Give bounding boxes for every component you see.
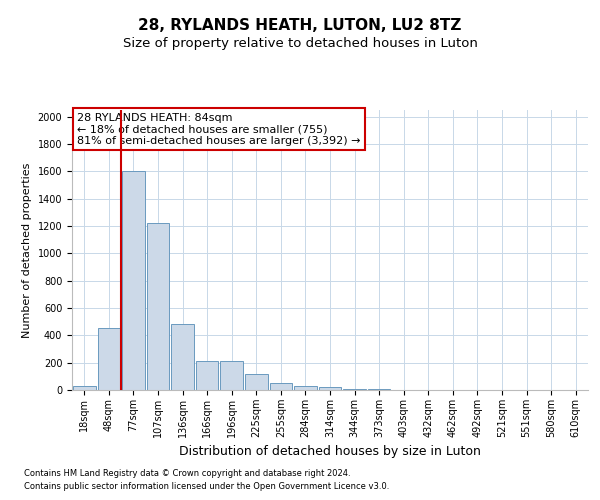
Text: Contains public sector information licensed under the Open Government Licence v3: Contains public sector information licen… bbox=[24, 482, 389, 491]
Text: Contains HM Land Registry data © Crown copyright and database right 2024.: Contains HM Land Registry data © Crown c… bbox=[24, 468, 350, 477]
Bar bbox=[294, 386, 317, 390]
Bar bbox=[319, 388, 341, 390]
Bar bbox=[171, 324, 194, 390]
Bar bbox=[343, 388, 366, 390]
Text: Size of property relative to detached houses in Luton: Size of property relative to detached ho… bbox=[122, 38, 478, 51]
Bar bbox=[196, 362, 218, 390]
Bar bbox=[245, 374, 268, 390]
Y-axis label: Number of detached properties: Number of detached properties bbox=[22, 162, 32, 338]
Text: 28 RYLANDS HEATH: 84sqm
← 18% of detached houses are smaller (755)
81% of semi-d: 28 RYLANDS HEATH: 84sqm ← 18% of detache… bbox=[77, 113, 361, 146]
Text: 28, RYLANDS HEATH, LUTON, LU2 8TZ: 28, RYLANDS HEATH, LUTON, LU2 8TZ bbox=[139, 18, 461, 32]
Bar bbox=[269, 383, 292, 390]
Bar bbox=[122, 172, 145, 390]
Bar bbox=[146, 224, 169, 390]
Bar bbox=[98, 328, 120, 390]
Bar bbox=[73, 386, 95, 390]
X-axis label: Distribution of detached houses by size in Luton: Distribution of detached houses by size … bbox=[179, 446, 481, 458]
Bar bbox=[220, 362, 243, 390]
